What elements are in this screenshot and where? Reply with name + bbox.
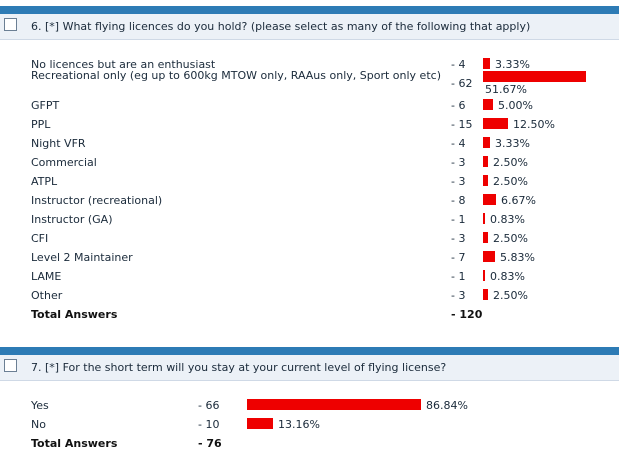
answer-label: LAME [31,270,62,283]
answer-percentage: 2.50% [493,175,528,188]
percentage-bar [483,213,485,224]
answer-count: - 3 [451,156,466,169]
answer-label: Yes [31,399,49,412]
answer-percentage: 2.50% [493,289,528,302]
answer-percentage: 6.67% [501,194,536,207]
answer-label: Night VFR [31,137,86,150]
answer-label: Instructor (GA) [31,213,113,226]
q6-header: 6. [*] What flying licences do you hold?… [0,14,619,40]
answer-count: - 66 [198,399,220,412]
answer-label: Instructor (recreational) [31,194,163,207]
answer-label: ATPL [31,175,58,188]
percentage-bar [483,194,496,205]
result-row: ATPL - 3 2.50% [0,172,619,191]
answer-label: CFI [31,232,49,245]
answer-count: - 1 [451,213,466,226]
answer-count: - 6 [451,99,466,112]
answer-count: - 3 [451,232,466,245]
answer-percentage: 12.50% [513,118,555,131]
answer-percentage: 3.33% [495,58,530,71]
percentage-bar [483,137,490,148]
answer-count: - 4 [451,58,466,71]
answer-count: - 10 [198,418,220,431]
answer-percentage: 0.83% [490,213,525,226]
answer-percentage: 51.67% [485,83,527,96]
percentage-bar [483,71,586,82]
answer-percentage: 3.33% [495,137,530,150]
percentage-bar [247,418,273,429]
total-answers-count: - 120 [451,308,483,321]
result-row: No licences but are an enthusiast - 4 3.33… [0,55,619,74]
answer-count: - 3 [451,289,466,302]
q7-header-band [0,347,619,355]
answer-label: Other [31,289,63,302]
total-answers-row: Total Answers - 120 [0,305,619,324]
result-row: GFPT - 6 5.00% [0,96,619,115]
answer-percentage: 5.83% [500,251,535,264]
percentage-bar [483,289,488,300]
total-answers-label: Total Answers [31,437,118,450]
answer-percentage: 2.50% [493,156,528,169]
answer-percentage: 5.00% [498,99,533,112]
total-answers-count: - 76 [198,437,222,450]
result-row: Yes - 66 86.84% [0,396,619,415]
answer-count: - 62 [451,77,473,90]
q7-header: 7. [*] For the short term will you stay … [0,355,619,381]
percentage-bar [483,156,488,167]
answer-count: - 4 [451,137,466,150]
result-row: No - 10 13.16% [0,415,619,434]
result-row: Other - 3 2.50% [0,286,619,305]
percentage-bar [483,175,488,186]
percentage-bar [483,99,493,110]
answer-label: PPL [31,118,51,131]
answer-count: - 3 [451,175,466,188]
answer-count: - 7 [451,251,466,264]
result-row: Instructor (GA) - 1 0.83% [0,210,619,229]
result-row: Level 2 Maintainer - 7 5.83% [0,248,619,267]
answer-count: - 15 [451,118,473,131]
total-answers-row: Total Answers - 76 [0,434,619,453]
answer-percentage: 86.84% [426,399,468,412]
percentage-bar [483,232,488,243]
q7-title: 7. [*] For the short term will you stay … [31,361,447,374]
result-row: Instructor (recreational) - 8 6.67% [0,191,619,210]
result-row: Recreational only (eg up to 600kg MTOW o… [0,70,619,96]
answer-label: No [31,418,46,431]
q6-checkbox[interactable] [4,18,17,31]
result-row: PPL - 15 12.50% [0,115,619,134]
q7-checkbox[interactable] [4,359,17,372]
answer-label: Recreational only (eg up to 600kg MTOW o… [31,69,441,82]
q6-title: 6. [*] What flying licences do you hold?… [31,20,531,33]
answer-percentage: 13.16% [278,418,320,431]
answer-label: No licences but are an enthusiast [31,58,216,71]
answer-percentage: 0.83% [490,270,525,283]
answer-label: Commercial [31,156,97,169]
result-row: Commercial - 3 2.50% [0,153,619,172]
answer-count: - 8 [451,194,466,207]
answer-count: - 1 [451,270,466,283]
result-row: CFI - 3 2.50% [0,229,619,248]
percentage-bar [247,399,421,410]
result-row: LAME - 1 0.83% [0,267,619,286]
answer-percentage: 2.50% [493,232,528,245]
percentage-bar [483,58,490,69]
q6-header-band [0,6,619,14]
answer-label: Level 2 Maintainer [31,251,133,264]
percentage-bar [483,251,495,262]
percentage-bar [483,270,485,281]
percentage-bar [483,118,508,129]
result-row: Night VFR - 4 3.33% [0,134,619,153]
answer-label: GFPT [31,99,60,112]
total-answers-label: Total Answers [31,308,118,321]
